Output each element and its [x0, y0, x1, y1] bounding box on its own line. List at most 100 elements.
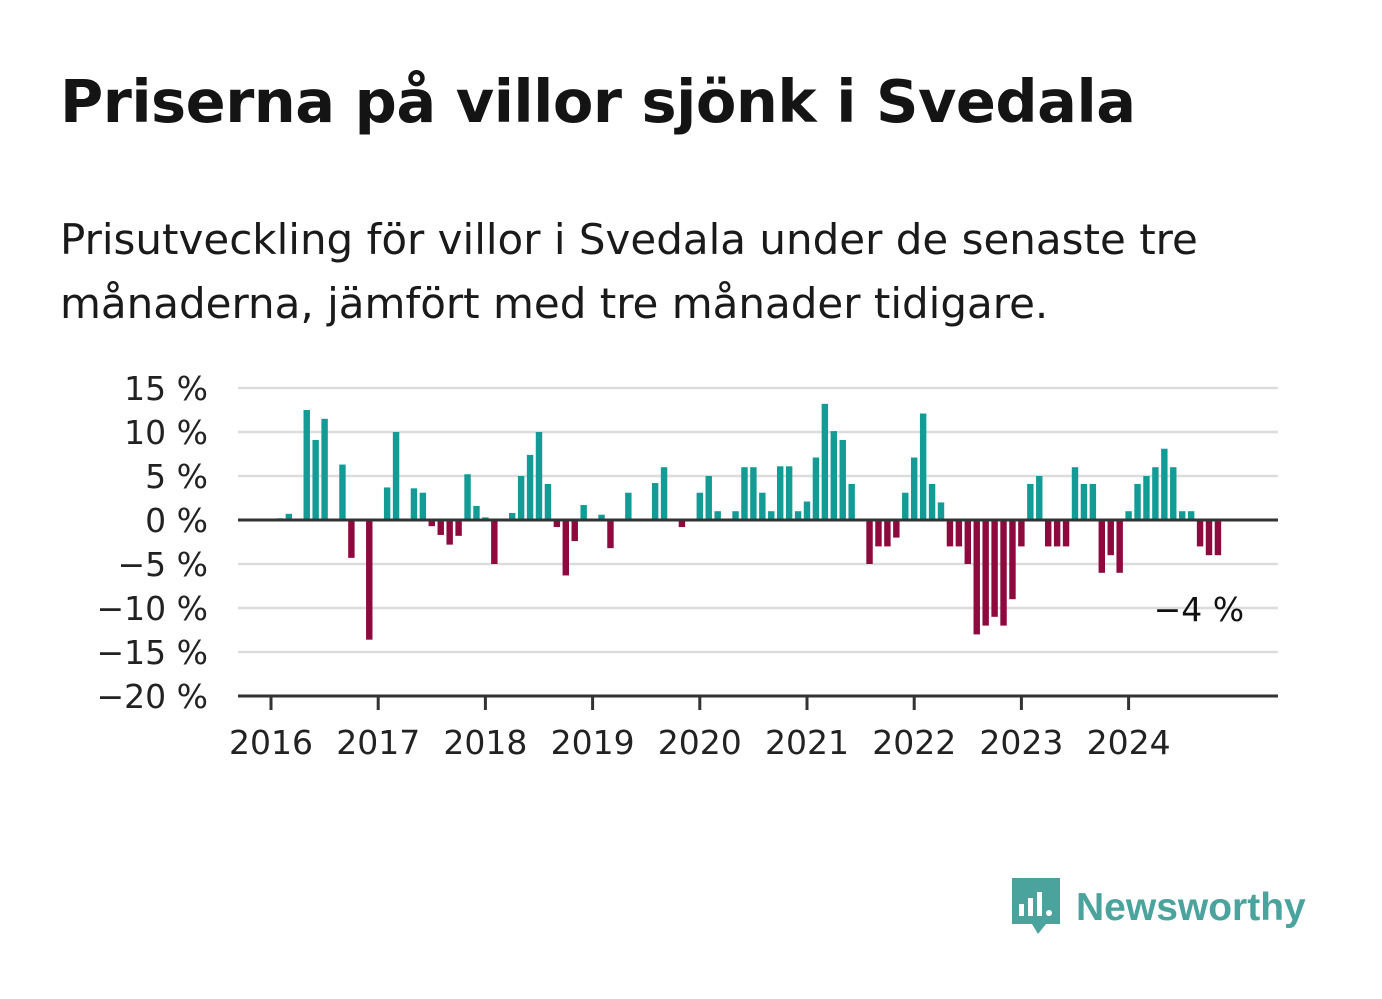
- bar: [383, 487, 391, 520]
- bar: [964, 520, 972, 564]
- bar: [446, 520, 453, 545]
- bar: [1071, 467, 1079, 520]
- bar: [937, 502, 945, 520]
- bar: [705, 476, 712, 520]
- bar: [339, 464, 346, 520]
- bar: [991, 520, 998, 617]
- bar: [732, 511, 739, 520]
- bar: [1205, 520, 1213, 556]
- x-tick-label: 2024: [1087, 723, 1171, 762]
- bar: [875, 520, 882, 547]
- y-tick-label: −20 %: [97, 677, 209, 716]
- bar: [785, 466, 793, 520]
- y-tick-label: 0 %: [145, 501, 208, 540]
- bar: [919, 413, 927, 520]
- bar: [410, 488, 418, 520]
- bar: [759, 492, 766, 520]
- bar: [902, 492, 909, 520]
- bar: [1018, 520, 1025, 547]
- bar: [607, 520, 614, 549]
- y-tick-label: −15 %: [97, 633, 209, 672]
- bar: [1134, 483, 1141, 520]
- bar: [884, 520, 891, 547]
- bar: [812, 457, 820, 520]
- bar: [419, 492, 427, 520]
- x-tick-label: 2018: [443, 723, 527, 762]
- y-tick-label: 15 %: [124, 369, 208, 408]
- bar: [1098, 520, 1106, 573]
- bar: [464, 474, 471, 520]
- bar: [1161, 448, 1168, 520]
- bar: [455, 520, 462, 536]
- bar: [866, 520, 873, 564]
- bar: [678, 520, 686, 528]
- bar: [955, 520, 963, 547]
- bar: [768, 511, 775, 520]
- bar: [750, 467, 757, 520]
- bar: [491, 520, 498, 564]
- bar: [848, 483, 855, 520]
- x-tick-label: 2023: [979, 723, 1063, 762]
- bar: [1000, 520, 1007, 626]
- x-tick-label: 2017: [336, 723, 420, 762]
- bar: [830, 431, 838, 520]
- bar: [571, 520, 578, 542]
- bar: [366, 520, 373, 640]
- bar: [303, 410, 310, 520]
- bar: [1178, 511, 1186, 520]
- bar: [526, 454, 534, 520]
- bar: [1125, 511, 1132, 520]
- bar: [535, 432, 543, 520]
- bar: [312, 439, 319, 520]
- bar: [776, 466, 784, 520]
- bar: [553, 520, 561, 528]
- bar: [392, 432, 400, 520]
- bar: [660, 467, 668, 520]
- x-tick-label: 2022: [872, 723, 956, 762]
- x-tick-label: 2016: [229, 723, 313, 762]
- y-tick-label: 5 %: [145, 457, 208, 496]
- bar: [973, 520, 980, 635]
- last-value-annotation: −4 %: [1154, 590, 1245, 629]
- bar: [928, 483, 936, 520]
- bar: [696, 492, 704, 520]
- bar: [839, 439, 846, 520]
- bar: [1053, 520, 1061, 547]
- bar: [741, 467, 748, 520]
- brand-logo: Newsworthy: [1010, 876, 1306, 940]
- bar: [821, 403, 829, 520]
- bar: [946, 520, 954, 547]
- bar: [562, 520, 570, 576]
- bar: [580, 505, 587, 520]
- bar: [794, 511, 802, 520]
- bar: [910, 457, 918, 520]
- bar: [1152, 467, 1159, 520]
- bar: [982, 520, 989, 626]
- bar: [651, 483, 659, 520]
- bar: [1143, 476, 1150, 520]
- bar: [517, 476, 525, 520]
- bar: [803, 501, 811, 520]
- bar: [348, 520, 355, 558]
- bar: [1009, 520, 1016, 600]
- bar: [1044, 520, 1052, 547]
- bar: [508, 512, 516, 520]
- bar: [1170, 467, 1177, 520]
- x-tick-label: 2020: [658, 723, 742, 762]
- bar: [437, 520, 444, 535]
- y-tick-label: 10 %: [124, 413, 208, 452]
- bar: [1089, 483, 1097, 520]
- bar: [1187, 511, 1195, 520]
- bar: [893, 520, 900, 538]
- bar: [1214, 520, 1222, 556]
- bar: [1027, 483, 1034, 520]
- bar: [321, 418, 328, 520]
- x-tick-label: 2019: [551, 723, 635, 762]
- bar: [625, 492, 632, 520]
- bar: [598, 514, 605, 520]
- bar: [1116, 520, 1123, 573]
- bar: [428, 520, 436, 527]
- bar: [285, 513, 293, 520]
- brand-name: Newsworthy: [1076, 886, 1306, 929]
